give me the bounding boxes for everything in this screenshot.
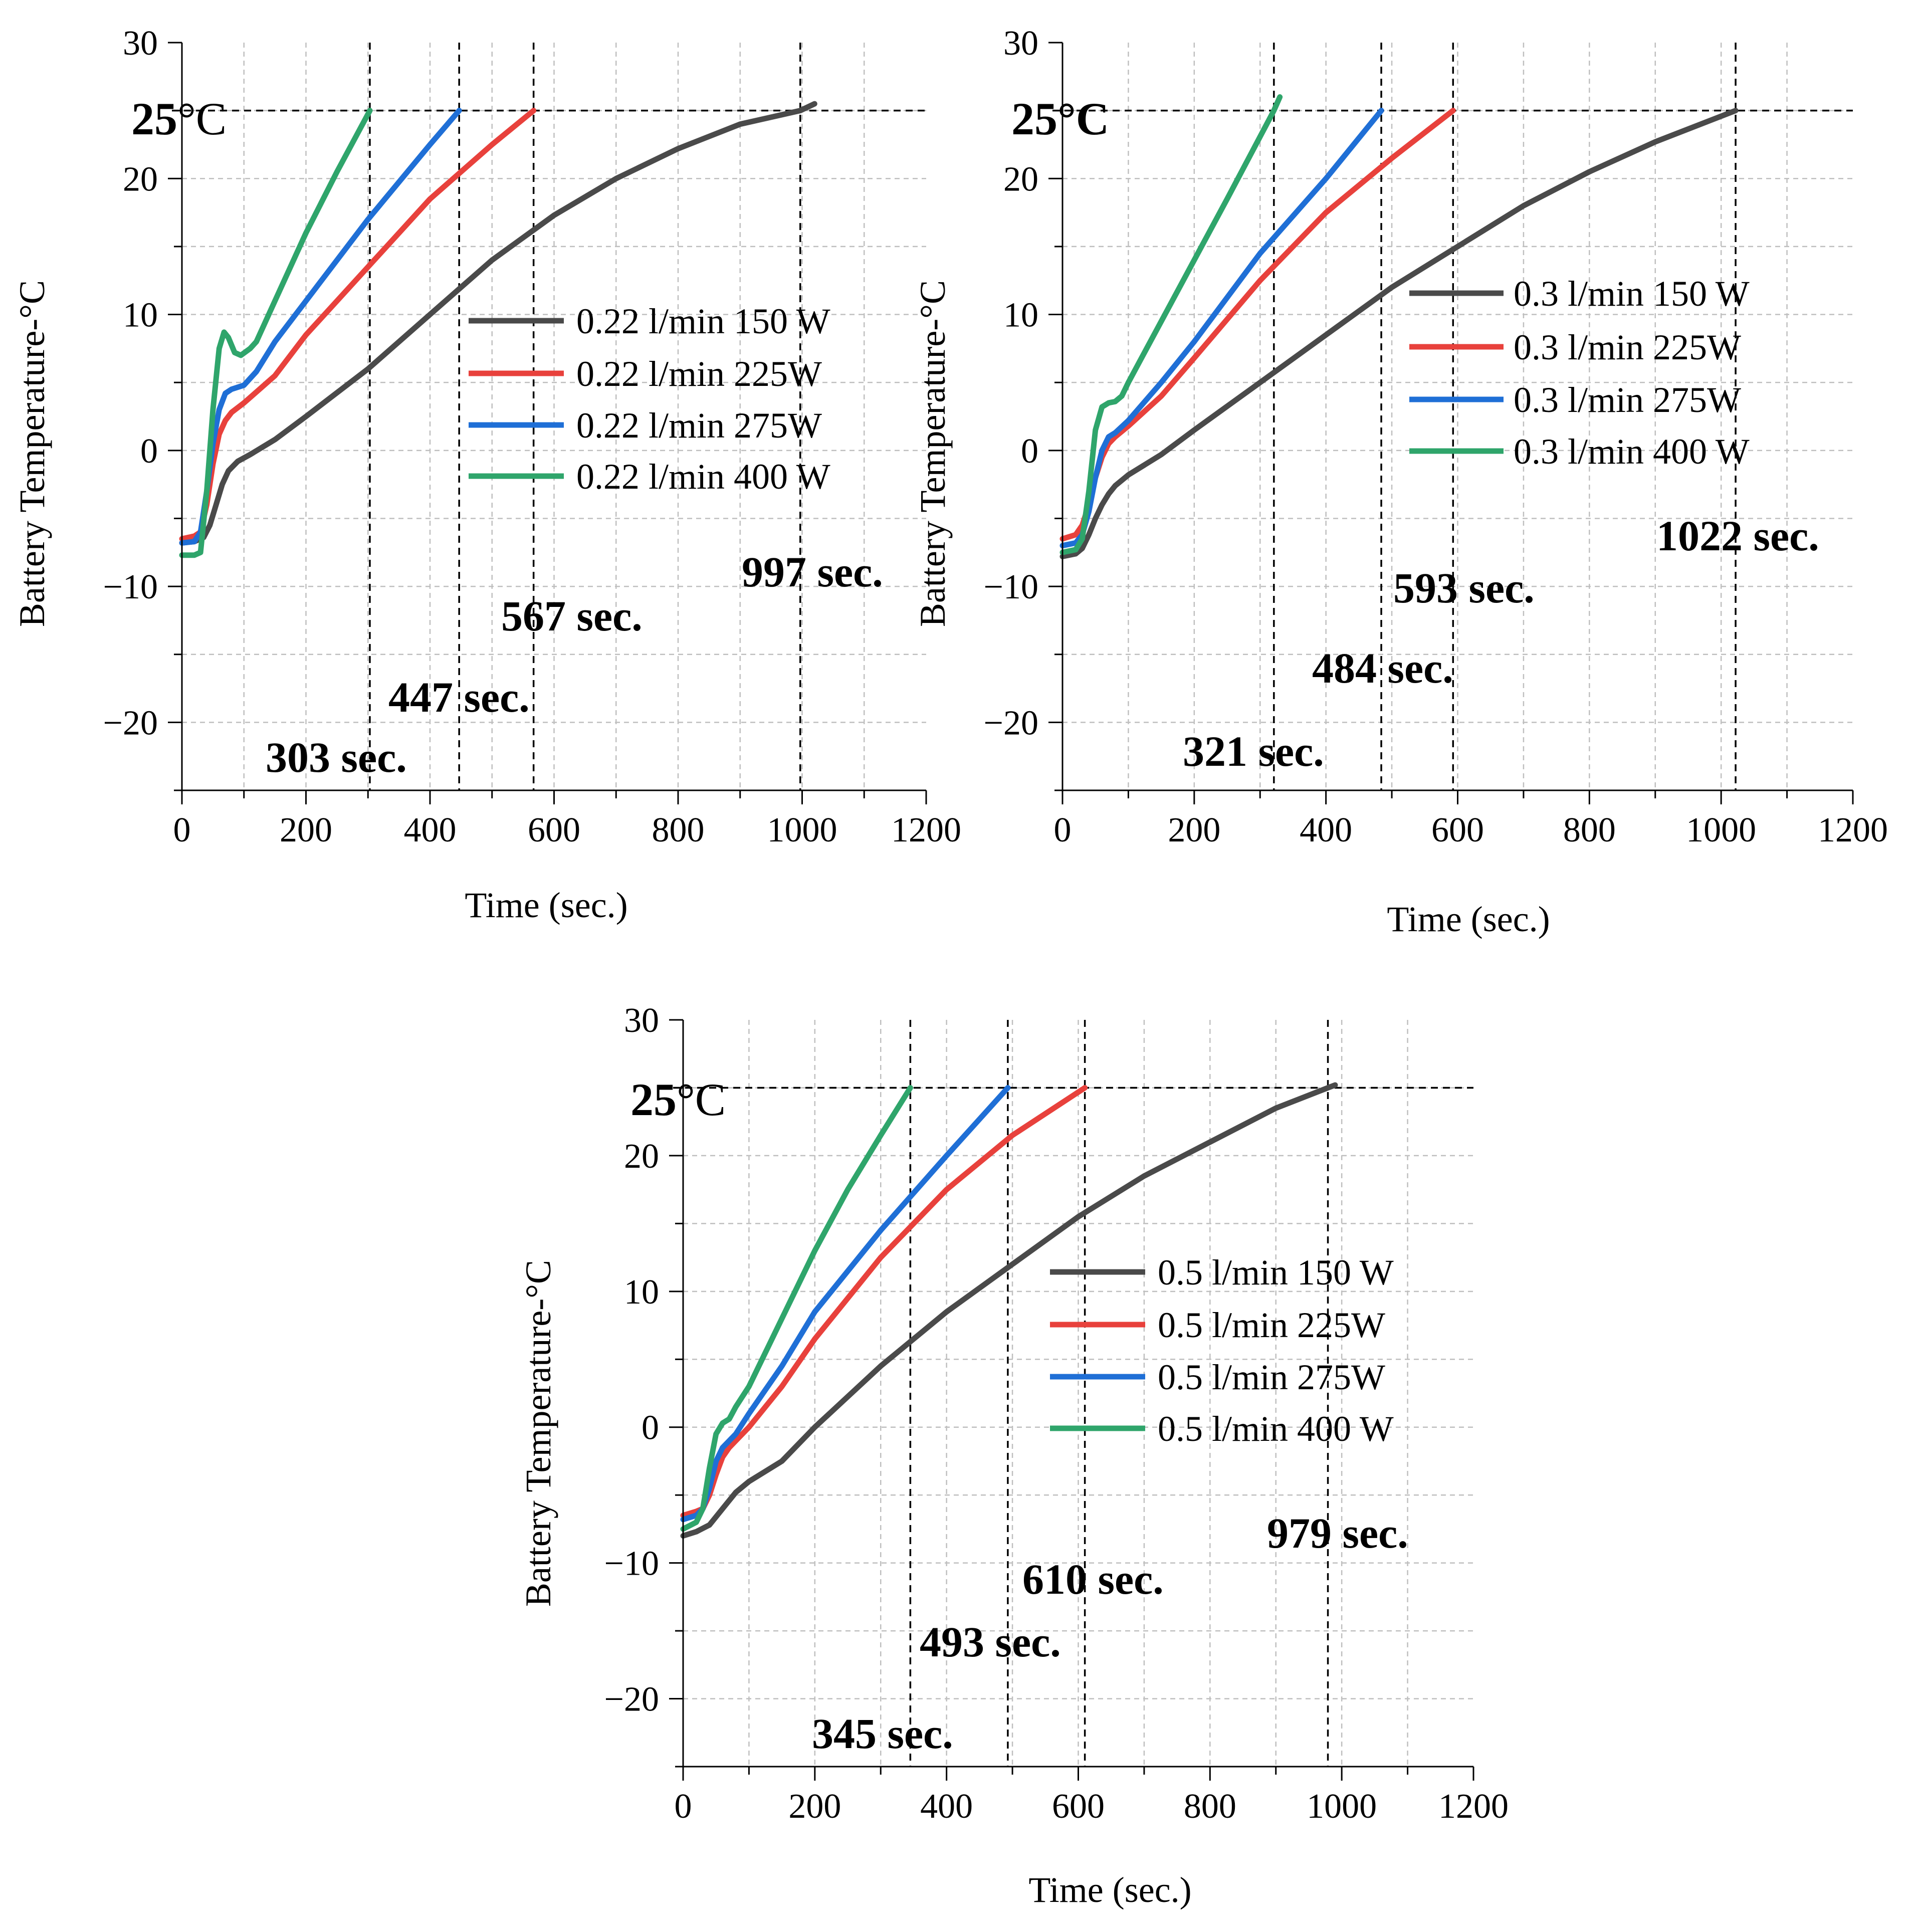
series-line-s225 — [680, 1085, 1088, 1519]
reference-temp-label: 25°C — [1011, 93, 1109, 144]
x-axis-title: Time (sec.) — [1028, 1870, 1191, 1910]
legend-label: 0.5 l/min 275W — [1158, 1357, 1385, 1397]
series-line-s225 — [1059, 108, 1456, 542]
y-axis-title: Battery Temperature-°C — [12, 280, 52, 627]
legend-label: 0.22 l/min 400 W — [576, 457, 830, 497]
x-tick-label: 600 — [528, 811, 580, 849]
x-tick-label: 1200 — [1818, 811, 1888, 849]
x-tick-label: 400 — [920, 1787, 973, 1826]
legend-label: 0.5 l/min 225W — [1158, 1305, 1385, 1345]
axes — [168, 42, 927, 804]
legend-label: 0.5 l/min 400 W — [1158, 1409, 1394, 1449]
series-line-s400 — [680, 1085, 913, 1532]
legend-label: 0.3 l/min 400 W — [1514, 432, 1750, 472]
y-tick-label: 30 — [123, 24, 158, 63]
y-tick-label: 10 — [1003, 296, 1038, 335]
time-annotation: 997 sec. — [742, 548, 883, 596]
x-tick-label: 0 — [173, 811, 191, 849]
x-tick-label: 1200 — [1438, 1787, 1509, 1826]
series-lines — [680, 1082, 1338, 1539]
axes — [1048, 42, 1854, 804]
x-tick-label: 600 — [1431, 811, 1484, 849]
series-line-s400 — [1059, 94, 1283, 555]
time-annotation: 1022 sec. — [1656, 512, 1819, 560]
x-tick-label: 1000 — [1686, 811, 1756, 849]
y-tick-label: −10 — [103, 568, 158, 606]
y-tick-label: 0 — [140, 432, 158, 471]
time-annotation: 303 sec. — [266, 733, 407, 781]
x-tick-label: 0 — [675, 1787, 692, 1826]
reference-lines — [673, 1020, 1473, 1767]
y-tick-label: −20 — [604, 1680, 659, 1719]
y-tick-label: 20 — [624, 1137, 659, 1176]
chart-panel-flow-05: 0 200 400 600 800 1000 1200 −20 −10 0 10… — [518, 1001, 1509, 1910]
x-tick-label: 400 — [404, 811, 457, 849]
y-tick-label: 20 — [1003, 160, 1038, 198]
series-line-s150 — [1059, 108, 1739, 559]
series-lines — [179, 101, 817, 558]
y-tick-label: −10 — [604, 1545, 659, 1583]
time-annotation: 493 sec. — [920, 1618, 1061, 1666]
x-tick-label: 400 — [1300, 811, 1352, 849]
y-tick-label: 10 — [123, 296, 158, 335]
time-annotation: 447 sec. — [388, 673, 530, 721]
x-tick-label: 0 — [1054, 811, 1072, 849]
time-annotation: 484 sec. — [1312, 644, 1453, 692]
y-tick-label: −20 — [984, 704, 1038, 742]
x-tick-label: 1200 — [891, 811, 961, 849]
series-lines — [1059, 94, 1739, 559]
series-line-s400 — [179, 108, 373, 558]
x-tick-label: 800 — [1563, 811, 1616, 849]
chart-panel-flow-022: 0 200 400 600 800 1000 1200 −20 −10 0 10… — [12, 24, 961, 925]
legend-label: 0.3 l/min 150 W — [1514, 274, 1750, 314]
grid — [182, 43, 926, 790]
reference-temp-label: 25°C — [131, 93, 227, 144]
grid — [683, 1020, 1473, 1767]
legend: 0.5 l/min 150 W 0.5 l/min 225W 0.5 l/min… — [1050, 1252, 1394, 1449]
x-tick-label: 1000 — [1307, 1787, 1377, 1826]
y-tick-label: 20 — [123, 160, 158, 198]
axes — [669, 1019, 1474, 1781]
legend-label: 0.3 l/min 225W — [1514, 327, 1741, 367]
time-annotation: 567 sec. — [501, 592, 643, 640]
series-line-s150 — [179, 101, 817, 546]
y-tick-label: 30 — [1003, 24, 1038, 63]
legend-label: 0.3 l/min 275W — [1514, 380, 1741, 420]
x-tick-label: 800 — [1184, 1787, 1236, 1826]
legend: 0.22 l/min 150 W 0.22 l/min 225W 0.22 l/… — [469, 301, 830, 497]
x-tick-label: 200 — [280, 811, 332, 849]
time-annotation: 345 sec. — [812, 1709, 953, 1758]
y-tick-label: 0 — [1021, 432, 1038, 471]
reference-temp-label: 25°C — [630, 1074, 726, 1125]
x-axis-title: Time (sec.) — [465, 885, 627, 925]
y-tick-label: −10 — [984, 568, 1038, 606]
chart-panel-flow-03: 0 200 400 600 800 1000 1200 −20 −10 0 10… — [913, 24, 1888, 939]
series-line-s150 — [680, 1082, 1338, 1539]
time-annotation: 979 sec. — [1267, 1509, 1408, 1557]
legend-label: 0.22 l/min 150 W — [576, 301, 830, 341]
x-tick-label: 800 — [652, 811, 705, 849]
y-tick-label: −20 — [103, 704, 158, 742]
legend: 0.3 l/min 150 W 0.3 l/min 225W 0.3 l/min… — [1409, 274, 1750, 472]
x-axis-title: Time (sec.) — [1387, 899, 1550, 939]
legend-label: 0.5 l/min 150 W — [1158, 1252, 1394, 1293]
x-tick-label: 600 — [1052, 1787, 1105, 1826]
y-tick-label: 30 — [624, 1001, 659, 1040]
x-tick-label: 1000 — [767, 811, 837, 849]
legend-label: 0.22 l/min 275W — [576, 405, 822, 446]
y-axis-title: Battery Temperature-°C — [518, 1260, 558, 1607]
time-annotation: 321 sec. — [1183, 727, 1324, 775]
y-tick-label: 10 — [624, 1273, 659, 1312]
x-tick-label: 200 — [1168, 811, 1220, 849]
x-tick-label: 200 — [788, 1787, 841, 1826]
time-annotation: 593 sec. — [1393, 564, 1535, 612]
y-axis-title: Battery Temperature-°C — [913, 280, 953, 627]
legend-label: 0.22 l/min 225W — [576, 354, 822, 394]
time-annotation: 610 sec. — [1022, 1555, 1164, 1603]
y-tick-label: 0 — [642, 1409, 659, 1447]
